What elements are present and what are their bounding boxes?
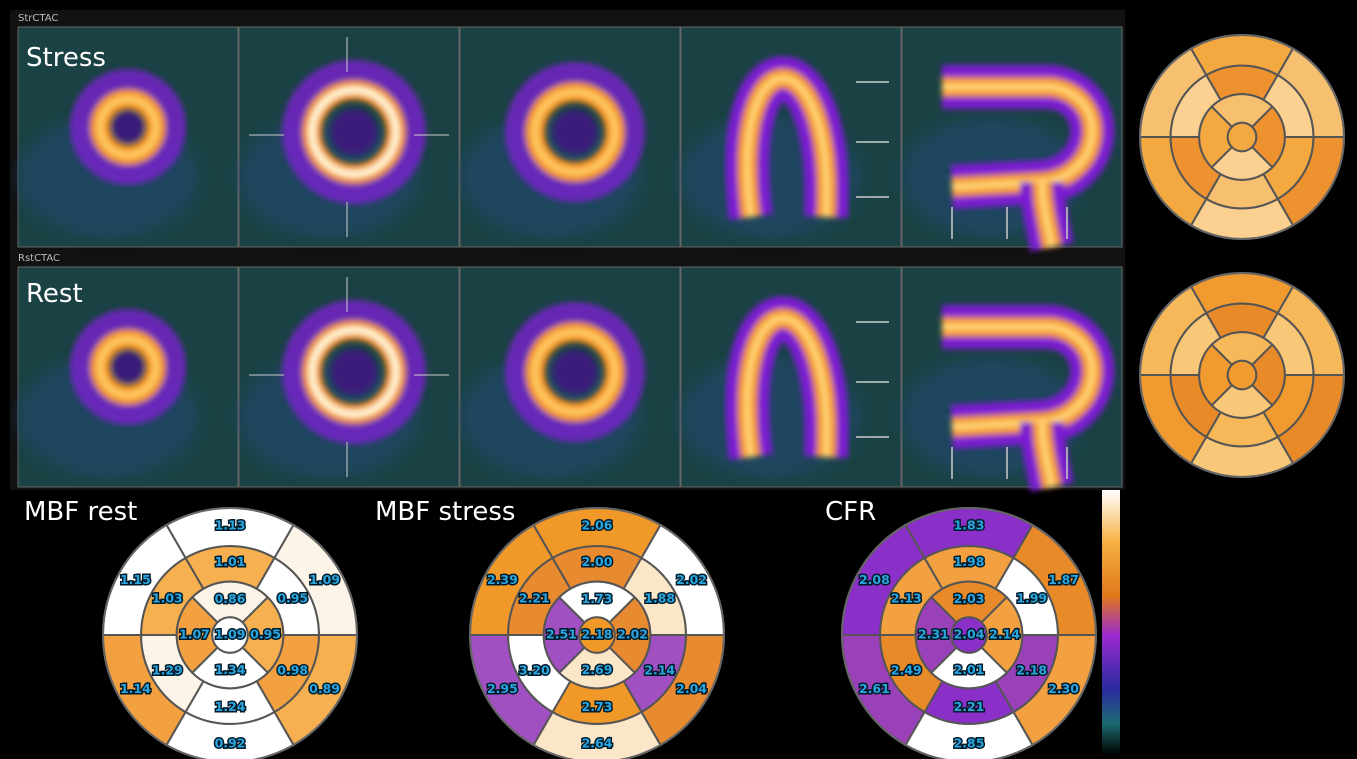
image-tile	[460, 27, 680, 247]
segment-value: 2.21	[519, 590, 550, 605]
segment-value: 2.18	[582, 627, 613, 642]
segment-value: 1.15	[120, 572, 151, 587]
cavity	[553, 110, 597, 154]
segment-value: 2.14	[644, 663, 675, 678]
map-title: CFR	[825, 497, 876, 527]
heart	[90, 89, 166, 165]
segment-value: 1.83	[954, 517, 985, 532]
segment-value: 1.98	[954, 554, 985, 569]
segment-value: 2.64	[582, 736, 613, 751]
segment-value: 1.99	[1016, 590, 1047, 605]
segment-value: 1.73	[582, 591, 613, 606]
image-tile	[681, 27, 901, 247]
segment-value: 2.14	[989, 627, 1020, 642]
segment-value: 1.24	[215, 699, 246, 714]
apex	[1228, 361, 1257, 390]
segment-value: 2.03	[954, 591, 985, 606]
segment-value: 2.18	[1016, 663, 1047, 678]
cavity	[113, 352, 144, 383]
segment-value: 2.04	[954, 627, 985, 642]
segment-value: 2.13	[891, 590, 922, 605]
segment-value: 2.02	[676, 572, 707, 587]
segment-value: 2.06	[582, 517, 613, 532]
segment-value: 1.09	[215, 627, 246, 642]
segment-value: 0.86	[215, 591, 246, 606]
image-tile	[239, 267, 459, 487]
segment-value: 2.49	[891, 663, 922, 678]
image-tile	[239, 27, 459, 247]
image-tile	[681, 267, 901, 487]
row-title: Stress	[26, 43, 106, 73]
segment-value: 0.89	[309, 681, 340, 696]
segment-value: 1.34	[215, 662, 246, 677]
image-tile	[460, 267, 680, 487]
segment-value: 1.14	[120, 681, 151, 696]
polar-map: 1.131.011.090.950.890.980.921.241.141.29…	[103, 508, 357, 759]
segment-value: 0.98	[277, 663, 308, 678]
segment-value: 2.85	[954, 736, 985, 751]
series-label: StrCTAC	[18, 13, 58, 24]
heart	[525, 82, 625, 182]
segment-value: 2.61	[859, 681, 890, 696]
segment-value: 1.01	[215, 554, 246, 569]
segment-value: 2.39	[487, 572, 518, 587]
heart	[525, 322, 625, 422]
segment-value: 0.92	[215, 736, 246, 751]
cavity	[331, 349, 377, 395]
segment-value: 2.01	[954, 662, 985, 677]
segment-value: 2.95	[487, 681, 518, 696]
segment-value: 2.69	[582, 662, 613, 677]
segment-value: 1.29	[152, 663, 183, 678]
segment-value: 2.73	[582, 699, 613, 714]
heart	[302, 80, 406, 184]
cavity	[553, 350, 597, 394]
heart	[302, 320, 406, 424]
segment-value: 0.95	[277, 590, 308, 605]
segment-value: 0.95	[250, 627, 281, 642]
polar-map: 2.062.002.021.882.042.142.642.732.953.20…	[470, 508, 724, 759]
apex	[1228, 123, 1257, 152]
image-tile	[902, 267, 1122, 487]
segment-value: 2.02	[617, 627, 648, 642]
color-bar	[1102, 490, 1120, 755]
polar-map	[1140, 35, 1344, 239]
screen: StrCTAC RstCTAC Stress Rest MBF rest 1.13…	[0, 0, 1357, 759]
segment-value: 2.21	[954, 699, 985, 714]
segment-value: 1.07	[179, 627, 210, 642]
segment-value: 2.04	[676, 681, 707, 696]
polar-map	[1140, 273, 1344, 477]
segment-value: 2.30	[1048, 681, 1079, 696]
map-title: MBF stress	[375, 497, 515, 527]
segment-value: 1.88	[644, 590, 675, 605]
cavity	[331, 109, 377, 155]
series-label: RstCTAC	[18, 253, 60, 264]
polar-map: 1.83 1.98 1.871.99 2.302.18 2.85 2.21 2.612.49…	[842, 508, 1096, 759]
segment-value: 1.13	[215, 517, 246, 532]
segment-value: 2.08	[859, 572, 890, 587]
segment-value: 2.00	[582, 554, 613, 569]
segment-value: 2.31	[918, 627, 949, 642]
segment-value: 3.20	[519, 663, 550, 678]
heart	[90, 329, 166, 405]
map-title: MBF rest	[24, 497, 137, 527]
row-title: Rest	[26, 279, 83, 309]
segment-value: 2.51	[546, 627, 577, 642]
cavity	[113, 112, 144, 143]
segment-value: 1.87	[1048, 572, 1079, 587]
segment-value: 1.09	[309, 572, 340, 587]
segment-value: 1.03	[152, 590, 183, 605]
image-tile	[902, 27, 1122, 247]
